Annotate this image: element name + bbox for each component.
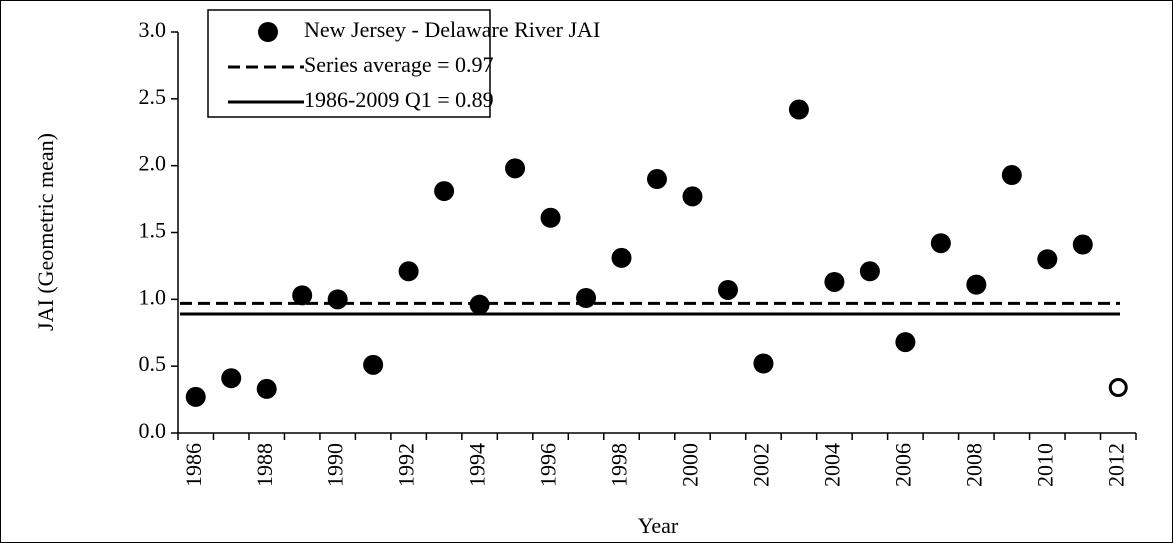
- y-tick-label: 1.5: [139, 218, 167, 243]
- data-point: [717, 279, 738, 300]
- data-point: [327, 289, 348, 310]
- data-point: [221, 368, 242, 389]
- data-point: [363, 354, 384, 375]
- legend-label: 1986-2009 Q1 = 0.89: [304, 87, 494, 112]
- data-point: [788, 99, 809, 120]
- data-point: [576, 287, 597, 308]
- x-tick-label: 2008: [961, 443, 986, 487]
- x-tick-label: 1998: [607, 443, 632, 487]
- data-point: [469, 294, 490, 315]
- data-point: [292, 285, 313, 306]
- x-tick-label: 2010: [1032, 443, 1057, 487]
- data-point: [434, 181, 455, 202]
- data-point: [1001, 165, 1022, 186]
- data-point: [682, 186, 703, 207]
- data-point: [930, 233, 951, 254]
- data-point: [1072, 234, 1093, 255]
- x-axis-label: Year: [638, 513, 679, 538]
- y-tick-label: 2.5: [139, 84, 167, 109]
- x-tick-label: 2000: [678, 443, 703, 487]
- x-tick-label: 1996: [536, 443, 561, 487]
- x-tick-label: 1992: [394, 443, 419, 487]
- x-tick-label: 2012: [1103, 443, 1128, 487]
- legend-label: Series average = 0.97: [304, 52, 494, 77]
- data-point: [824, 271, 845, 292]
- y-tick-label: 0.0: [139, 418, 167, 443]
- x-tick-label: 2006: [890, 443, 915, 487]
- data-point: [505, 158, 526, 179]
- x-tick-label: 1994: [465, 443, 490, 487]
- data-point: [611, 247, 632, 268]
- y-tick-label: 0.5: [139, 351, 167, 376]
- y-tick-label: 1.0: [139, 284, 167, 309]
- x-tick-label: 2004: [819, 443, 844, 487]
- x-tick-label: 1988: [252, 443, 277, 487]
- data-point: [540, 207, 561, 228]
- data-point: [647, 169, 667, 190]
- x-tick-label: 1990: [323, 443, 348, 487]
- legend-marker: [258, 22, 278, 42]
- x-tick-label: 2002: [748, 443, 773, 487]
- data-point: [185, 386, 206, 407]
- y-axis-label: JAI (Geometric mean): [33, 133, 58, 331]
- legend-label: New Jersey - Delaware River JAI: [304, 17, 600, 42]
- x-tick-label: 1986: [181, 443, 206, 487]
- data-point: [1037, 249, 1058, 270]
- data-point: [895, 332, 916, 353]
- data-point: [753, 353, 774, 374]
- data-point: [859, 261, 880, 282]
- data-point: [256, 378, 277, 399]
- data-point: [1108, 378, 1128, 398]
- y-tick-label: 3.0: [139, 17, 167, 42]
- data-point: [398, 261, 419, 282]
- data-point: [966, 274, 987, 295]
- legend-box: [207, 9, 491, 118]
- y-tick-label: 2.0: [139, 151, 167, 176]
